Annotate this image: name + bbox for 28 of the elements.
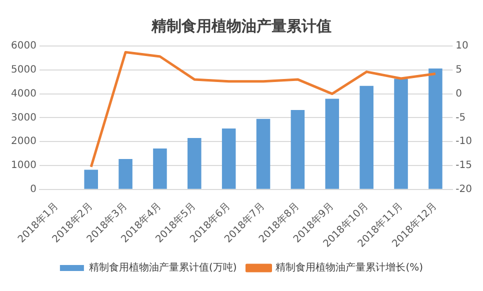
y-tick-label: 6000 — [10, 40, 36, 52]
legend-label: 精制食用植物油产量累计值(万吨) — [88, 262, 237, 274]
bar — [256, 118, 270, 189]
bar — [118, 159, 132, 189]
legend-label: 精制食用植物油产量累计增长(%) — [276, 262, 424, 274]
y2-tick-label: 10 — [456, 40, 468, 52]
y2-tick-label: 0 — [456, 88, 462, 100]
y-tick-label: 2000 — [10, 136, 36, 148]
y-tick-label: 5000 — [10, 64, 36, 76]
y2-tick-label: -15 — [456, 160, 472, 172]
bar — [394, 78, 408, 189]
bar — [153, 148, 167, 189]
y-tick-label: 4000 — [10, 88, 36, 100]
y-tick-label: 3000 — [10, 112, 36, 124]
bar — [188, 138, 202, 189]
bar — [325, 98, 340, 189]
bar — [360, 86, 374, 189]
chart-title: 精制食用植物油产量累计值 — [150, 16, 332, 35]
y2-tick-label: 5 — [456, 64, 462, 76]
y2-tick-label: -20 — [456, 184, 472, 195]
y2-tick-label: -5 — [456, 112, 466, 124]
bar — [428, 68, 442, 189]
bar — [290, 110, 305, 189]
y-tick-label: 0 — [30, 184, 36, 195]
bar — [222, 128, 236, 189]
bar — [84, 170, 98, 189]
y2-tick-label: -10 — [456, 136, 472, 148]
y-tick-label: 1000 — [10, 160, 36, 172]
